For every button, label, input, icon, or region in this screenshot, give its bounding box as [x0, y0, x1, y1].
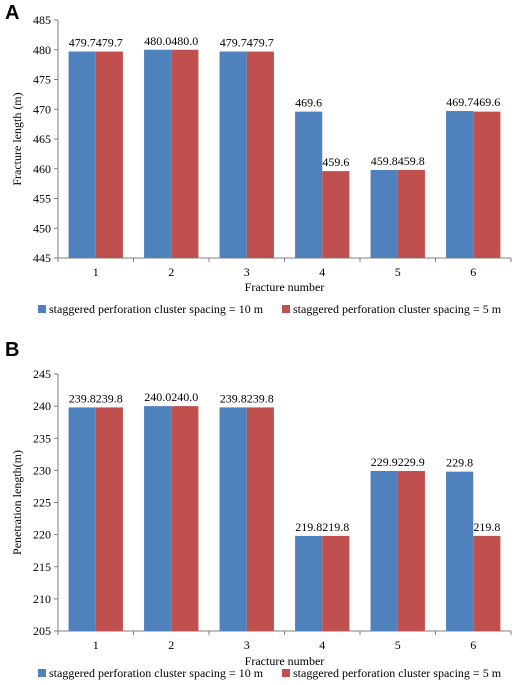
y-axis-title: Fracture length (m) [10, 92, 24, 185]
data-label: 469.7 [446, 95, 473, 109]
bar [68, 407, 96, 631]
chart-panel-b: B 205 210 215 220 225 230 235 240 245 1 2 3 4 5 6 239.8… [0, 337, 519, 685]
data-label: 469.6 [295, 96, 322, 110]
y-tick-label: 235 [33, 431, 51, 445]
x-tick-label: 3 [244, 638, 250, 652]
x-tick-label: 3 [244, 265, 250, 279]
y-tick-label: 210 [33, 592, 51, 606]
panel-label-a: A [5, 2, 20, 24]
legend-entry: staggered perforation cluster spacing = … [293, 666, 502, 680]
x-tick-label: 4 [319, 265, 325, 279]
y-tick-label: 465 [33, 132, 51, 146]
y-tick-label: 455 [33, 192, 51, 206]
legend-entry: staggered perforation cluster spacing = … [49, 666, 264, 680]
bar [322, 171, 350, 258]
bar [397, 471, 425, 631]
data-label: 239.8 [247, 391, 274, 405]
data-label: 239.8 [69, 391, 96, 405]
data-label: 239.8 [96, 391, 123, 405]
panel-label-b: B [5, 339, 20, 361]
data-label: 479.7 [247, 36, 274, 50]
data-label: 459.8 [371, 154, 398, 168]
y-tick-label: 230 [33, 463, 51, 477]
data-label: 239.8 [220, 391, 247, 405]
legend-swatch [282, 669, 290, 677]
bar [95, 51, 123, 258]
data-label: 479.7 [220, 36, 247, 50]
data-label: 479.7 [96, 36, 123, 50]
data-label: 229.9 [371, 455, 398, 469]
y-tick-label: 225 [33, 496, 51, 510]
bar [246, 51, 274, 258]
x-tick-label: 5 [395, 265, 401, 279]
bar [68, 51, 96, 258]
data-label: 459.8 [398, 154, 425, 168]
data-label: 469.6 [473, 95, 500, 109]
legend-swatch [38, 669, 46, 677]
legend-swatch [38, 305, 46, 313]
x-axis-title: Fracture number [245, 654, 325, 668]
y-tick-label: 475 [33, 73, 51, 87]
data-label: 459.6 [322, 155, 349, 169]
data-label: 479.7 [69, 36, 96, 50]
x-tick-label: 6 [470, 638, 476, 652]
legend-swatch [282, 305, 290, 313]
x-tick-label: 2 [168, 638, 174, 652]
data-label: 229.8 [446, 456, 473, 470]
bar [446, 471, 474, 631]
data-label: 480.0 [171, 34, 198, 48]
bar [446, 111, 474, 258]
bar [144, 406, 172, 631]
chart-panel-a: A 445 450 455 460 465 470 475 480 485 1 2 3 4 5 6 479.7… [0, 0, 519, 330]
y-tick-label: 205 [33, 624, 51, 638]
bar [144, 49, 172, 258]
legend-entry: staggered perforation cluster spacing = … [49, 302, 264, 316]
bar [295, 535, 323, 631]
data-label: 219.8 [322, 520, 349, 534]
data-label: 219.8 [473, 520, 500, 534]
y-tick-label: 245 [33, 367, 51, 381]
y-tick-label: 240 [33, 399, 51, 413]
y-tick-label: 480 [33, 43, 51, 57]
bar [171, 406, 199, 631]
data-label: 480.0 [144, 34, 171, 48]
y-tick-label: 460 [33, 162, 51, 176]
bar [473, 535, 501, 631]
y-tick-label: 450 [33, 221, 51, 235]
bar [219, 407, 247, 631]
x-tick-label: 6 [470, 265, 476, 279]
y-tick-label: 220 [33, 528, 51, 542]
y-tick-label: 485 [33, 13, 51, 27]
data-label: 240.0 [144, 390, 171, 404]
y-tick-label: 470 [33, 102, 51, 116]
x-tick-label: 1 [93, 638, 99, 652]
data-label: 219.8 [295, 520, 322, 534]
bar [295, 111, 323, 258]
bar [473, 111, 501, 258]
bar [219, 51, 247, 258]
data-label: 229.9 [398, 455, 425, 469]
bar [95, 407, 123, 631]
bar [322, 535, 350, 631]
bar [370, 471, 398, 631]
legend-entry: staggered perforation cluster spacing = … [293, 302, 502, 316]
y-axis-title: Penetration length(m) [10, 450, 24, 555]
bar [171, 49, 199, 258]
y-tick-label: 215 [33, 560, 51, 574]
bar [370, 169, 398, 258]
bar [246, 407, 274, 631]
data-label: 240.0 [171, 390, 198, 404]
y-tick-label: 445 [33, 251, 51, 265]
x-tick-label: 2 [168, 265, 174, 279]
x-tick-label: 4 [319, 638, 325, 652]
x-tick-label: 1 [93, 265, 99, 279]
bar [397, 169, 425, 258]
x-tick-label: 5 [395, 638, 401, 652]
x-axis-title: Fracture number [245, 280, 325, 294]
